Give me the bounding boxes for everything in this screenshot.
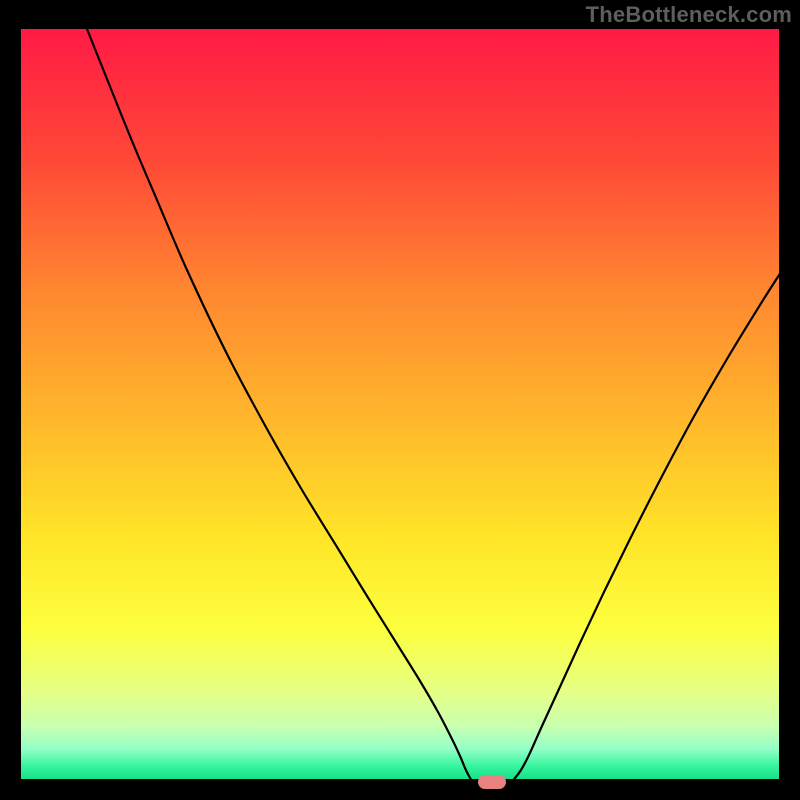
watermark-text: TheBottleneck.com xyxy=(586,2,792,28)
bottleneck-plot xyxy=(19,27,781,781)
optimal-point-marker xyxy=(478,775,506,789)
plot-overlay-svg xyxy=(21,29,783,783)
bottleneck-curve xyxy=(87,29,783,782)
